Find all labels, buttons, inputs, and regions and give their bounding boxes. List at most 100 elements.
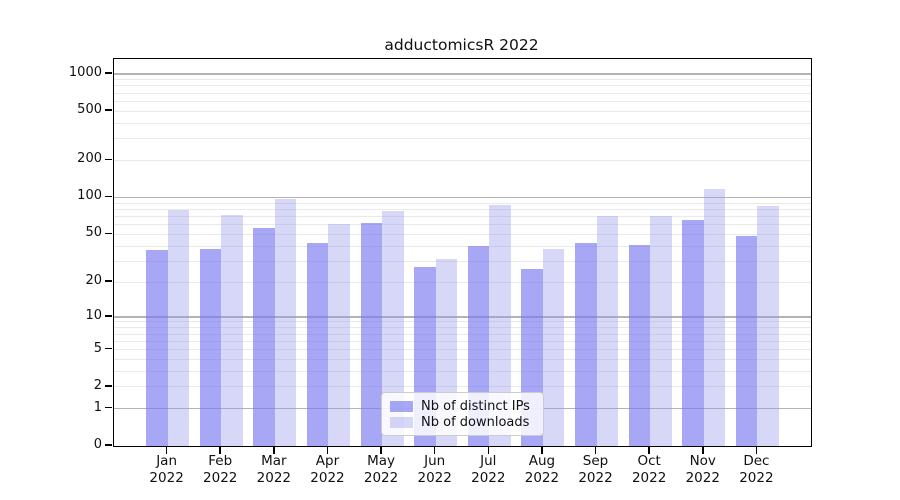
x-tick-label: Feb 2022 [188, 453, 252, 487]
gridline-minor [114, 327, 811, 329]
x-tick-year: 2022 [417, 470, 452, 486]
y-tick-label: 5 [93, 340, 102, 356]
x-tick-month: Oct [637, 453, 661, 469]
gridline-major [114, 73, 811, 75]
bar-downloads-aug [542, 248, 565, 446]
legend-item-distinct-ips: Nb of distinct IPs [390, 399, 535, 414]
x-tick-month: Feb [208, 453, 233, 469]
bar-distinct-ips-nov [682, 219, 704, 446]
bar-distinct-ips-may [360, 222, 383, 446]
y-tick-label: 20 [85, 273, 102, 289]
x-tick-year: 2022 [631, 470, 667, 486]
x-tick-label: Jun 2022 [403, 453, 467, 487]
plot-area [113, 58, 812, 447]
gridline-major [114, 196, 811, 199]
x-tick-label: Oct 2022 [617, 453, 681, 487]
gridline-minor [114, 79, 811, 81]
x-tick [219, 446, 221, 454]
y-tick-label: 1000 [68, 64, 102, 80]
gridline-minor [114, 386, 811, 388]
gridline-minor [114, 321, 811, 323]
bar-distinct-ips-dec [735, 236, 758, 446]
y-tick-label: 0 [93, 437, 102, 452]
x-tick [165, 446, 168, 454]
gridline-minor [114, 100, 811, 102]
bar-downloads-apr [328, 223, 350, 446]
x-tick-month: Nov [689, 453, 716, 469]
gridline-minor [114, 122, 811, 124]
x-tick-label: Nov 2022 [671, 453, 735, 487]
x-tick [380, 446, 382, 454]
gridline-minor [114, 333, 811, 335]
legend: Nb of distinct IPs Nb of downloads [381, 392, 544, 436]
x-tick [487, 446, 490, 454]
gridline-minor [114, 349, 811, 350]
x-tick-year: 2022 [310, 470, 345, 486]
x-tick [541, 446, 543, 454]
y-tick [105, 195, 112, 198]
x-tick-label: Aug 2022 [510, 453, 574, 487]
x-tick [326, 446, 329, 454]
y-tick [105, 280, 112, 282]
bar-distinct-ips-sep [575, 243, 597, 446]
y-tick [105, 444, 112, 446]
gridline-minor [114, 159, 811, 161]
gridline-minor [114, 281, 811, 283]
y-tick-label: 100 [77, 188, 102, 204]
bar-distinct-ips-apr [306, 243, 329, 446]
x-tick-month: Jan [156, 453, 178, 469]
bar-downloads-oct [650, 216, 672, 446]
x-tick-year: 2022 [739, 470, 774, 486]
x-tick-month: Apr [315, 453, 340, 469]
gridline-minor [114, 110, 811, 112]
x-tick-year: 2022 [363, 470, 399, 486]
x-tick-label: Apr 2022 [295, 453, 359, 487]
x-tick-year: 2022 [685, 470, 720, 486]
x-tick-year: 2022 [524, 470, 560, 486]
x-tick-year: 2022 [578, 470, 613, 486]
gridline-minor [114, 358, 811, 360]
x-tick [702, 446, 704, 454]
gridline-minor [114, 224, 811, 226]
x-tick-month: Jul [480, 453, 497, 469]
y-tick-label: 10 [85, 307, 102, 323]
x-tick-year: 2022 [203, 470, 238, 486]
legend-swatch-downloads [390, 417, 413, 428]
gridline-minor [114, 340, 811, 342]
x-tick [648, 446, 650, 454]
y-tick [105, 232, 112, 234]
y-tick-label: 500 [77, 102, 102, 118]
legend-label-downloads: Nb of downloads [421, 415, 530, 430]
x-tick-year: 2022 [471, 470, 506, 486]
gridline-minor [114, 92, 811, 94]
gridline-minor [114, 260, 811, 262]
x-tick-month: Aug [528, 453, 556, 469]
bar-downloads-feb [221, 214, 243, 446]
x-tick-month: Mar [261, 453, 287, 469]
bar-downloads-jan [167, 210, 190, 446]
x-tick-label: Mar 2022 [242, 453, 306, 487]
x-tick [273, 446, 275, 454]
gridline-minor [114, 85, 811, 87]
bar-downloads-nov [703, 188, 726, 446]
bar-distinct-ips-feb [199, 248, 222, 446]
y-tick-label: 2 [93, 377, 102, 393]
gridline-major [114, 316, 811, 318]
gridline-minor [114, 370, 811, 372]
y-tick [105, 315, 112, 317]
x-tick-year: 2022 [256, 470, 292, 486]
y-tick-label: 50 [85, 225, 102, 241]
bar-downloads-sep [596, 216, 619, 446]
bar-downloads-may [382, 210, 404, 446]
x-tick-month: Jun [424, 453, 446, 469]
x-tick-label: May 2022 [349, 453, 413, 487]
bar-downloads-dec [757, 206, 779, 446]
y-tick-label: 1 [93, 399, 102, 415]
y-tick-label: 200 [77, 151, 102, 167]
bar-downloads-mar [274, 198, 297, 446]
y-tick [105, 347, 112, 350]
y-tick [105, 406, 112, 409]
gridline-minor [114, 245, 811, 247]
x-tick-month: May [367, 453, 396, 469]
